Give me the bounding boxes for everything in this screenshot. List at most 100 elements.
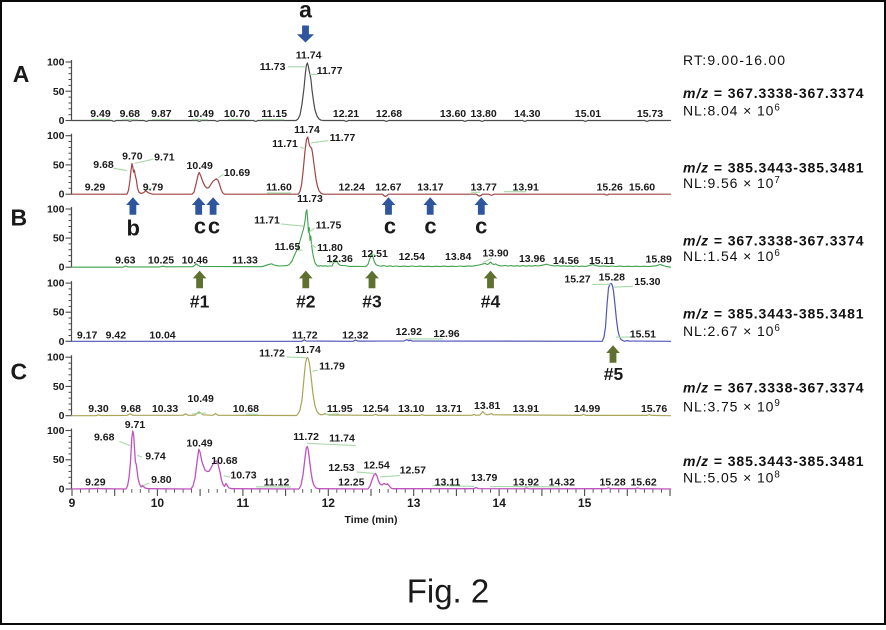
svg-text:9.79: 9.79 bbox=[143, 181, 164, 193]
svg-text:0: 0 bbox=[59, 336, 65, 348]
svg-text:11.77: 11.77 bbox=[330, 132, 356, 144]
svg-text:9.29: 9.29 bbox=[85, 476, 106, 488]
svg-text:100: 100 bbox=[47, 352, 65, 364]
svg-text:12.54: 12.54 bbox=[363, 403, 389, 415]
svg-text:100: 100 bbox=[47, 130, 65, 142]
svg-text:11.74: 11.74 bbox=[296, 50, 322, 62]
svg-text:12.54: 12.54 bbox=[363, 460, 389, 472]
svg-text:9.71: 9.71 bbox=[154, 152, 175, 164]
svg-text:m/z = 367.3338-367.3374: m/z = 367.3338-367.3374 bbox=[683, 85, 864, 101]
svg-text:13.77: 13.77 bbox=[471, 181, 497, 193]
svg-text:12.96: 12.96 bbox=[433, 328, 459, 340]
svg-text:NL:8.04 × 106: NL:8.04 × 106 bbox=[683, 103, 781, 119]
svg-text:50: 50 bbox=[53, 233, 65, 245]
svg-text:13.79: 13.79 bbox=[471, 472, 497, 484]
svg-text:13.11: 13.11 bbox=[435, 476, 461, 488]
svg-text:10.49: 10.49 bbox=[186, 437, 212, 449]
svg-text:15.27: 15.27 bbox=[564, 273, 590, 285]
svg-text:9.68: 9.68 bbox=[120, 108, 141, 120]
svg-text:NL:9.56 × 107: NL:9.56 × 107 bbox=[683, 175, 781, 191]
svg-text:11.72: 11.72 bbox=[293, 431, 319, 443]
svg-text:9.87: 9.87 bbox=[151, 108, 172, 120]
svg-text:100: 100 bbox=[47, 57, 65, 69]
svg-text:11.60: 11.60 bbox=[266, 181, 292, 193]
svg-text:10.68: 10.68 bbox=[233, 403, 259, 415]
svg-text:11.65: 11.65 bbox=[275, 241, 301, 253]
svg-text:11.95: 11.95 bbox=[327, 403, 353, 415]
svg-text:13.10: 13.10 bbox=[398, 403, 424, 415]
svg-text:14.99: 14.99 bbox=[574, 403, 600, 415]
svg-text:9.74: 9.74 bbox=[145, 451, 166, 463]
svg-text:15.76: 15.76 bbox=[641, 403, 667, 415]
svg-text:12.32: 12.32 bbox=[342, 330, 368, 342]
svg-text:9.42: 9.42 bbox=[106, 330, 127, 342]
svg-text:11.80: 11.80 bbox=[317, 242, 343, 254]
svg-text:13.60: 13.60 bbox=[440, 108, 466, 120]
svg-text:14: 14 bbox=[493, 496, 507, 510]
svg-text:m/z = 367.3338-367.3374: m/z = 367.3338-367.3374 bbox=[683, 379, 864, 395]
svg-text:12.53: 12.53 bbox=[328, 462, 354, 474]
svg-text:12.67: 12.67 bbox=[375, 181, 401, 193]
svg-text:Time (min): Time (min) bbox=[345, 514, 398, 526]
svg-text:0: 0 bbox=[59, 410, 65, 422]
svg-text:11.33: 11.33 bbox=[232, 255, 258, 267]
svg-text:#2: #2 bbox=[296, 292, 316, 312]
svg-text:14.30: 14.30 bbox=[514, 108, 540, 120]
svg-text:9.29: 9.29 bbox=[85, 181, 106, 193]
svg-text:9.70: 9.70 bbox=[122, 151, 143, 163]
svg-text:#1: #1 bbox=[190, 292, 210, 312]
svg-text:m/z = 367.3338-367.3374: m/z = 367.3338-367.3374 bbox=[683, 232, 864, 248]
svg-text:11.74: 11.74 bbox=[329, 433, 355, 445]
svg-text:11.72: 11.72 bbox=[292, 330, 318, 342]
svg-text:15.28: 15.28 bbox=[599, 476, 625, 488]
svg-text:NL:5.05 × 108: NL:5.05 × 108 bbox=[683, 470, 781, 486]
svg-text:10.33: 10.33 bbox=[152, 403, 178, 415]
svg-text:15.30: 15.30 bbox=[634, 276, 660, 288]
svg-text:15.62: 15.62 bbox=[630, 476, 656, 488]
svg-text:NL:3.75 × 109: NL:3.75 × 109 bbox=[683, 398, 781, 414]
svg-text:10.69: 10.69 bbox=[224, 167, 250, 179]
svg-text:12.21: 12.21 bbox=[333, 108, 359, 120]
svg-text:15.73: 15.73 bbox=[637, 108, 663, 120]
svg-text:0: 0 bbox=[59, 115, 65, 127]
svg-text:A: A bbox=[13, 61, 30, 87]
svg-text:13.91: 13.91 bbox=[513, 403, 539, 415]
svg-text:12.25: 12.25 bbox=[338, 476, 364, 488]
svg-text:0: 0 bbox=[59, 189, 65, 201]
svg-text:12.68: 12.68 bbox=[376, 108, 402, 120]
svg-text:11.71: 11.71 bbox=[254, 214, 280, 226]
svg-text:9.17: 9.17 bbox=[77, 330, 98, 342]
svg-text:10.70: 10.70 bbox=[224, 108, 250, 120]
svg-text:10.73: 10.73 bbox=[230, 470, 256, 482]
svg-text:50: 50 bbox=[53, 381, 65, 393]
svg-text:13.96: 13.96 bbox=[519, 253, 545, 265]
svg-text:50: 50 bbox=[53, 159, 65, 171]
svg-text:11.12: 11.12 bbox=[264, 476, 290, 488]
svg-text:c: c bbox=[475, 214, 487, 239]
svg-text:13.92: 13.92 bbox=[513, 476, 539, 488]
svg-text:15.51: 15.51 bbox=[630, 328, 656, 340]
svg-text:0: 0 bbox=[59, 484, 65, 496]
svg-text:15: 15 bbox=[578, 496, 592, 510]
svg-text:#5: #5 bbox=[604, 364, 624, 384]
svg-text:NL:1.54 × 106: NL:1.54 × 106 bbox=[683, 248, 781, 264]
svg-text:11.71: 11.71 bbox=[272, 138, 298, 150]
svg-text:15.01: 15.01 bbox=[575, 108, 601, 120]
svg-text:12.57: 12.57 bbox=[400, 465, 426, 477]
svg-text:50: 50 bbox=[53, 307, 65, 319]
svg-text:11.74: 11.74 bbox=[294, 124, 320, 136]
svg-text:11.73: 11.73 bbox=[297, 193, 323, 205]
svg-text:10: 10 bbox=[151, 496, 165, 510]
svg-text:12.36: 12.36 bbox=[327, 253, 353, 265]
svg-text:12.92: 12.92 bbox=[396, 326, 422, 338]
svg-text:NL:2.67 × 106: NL:2.67 × 106 bbox=[683, 323, 781, 339]
svg-text:13: 13 bbox=[407, 496, 421, 510]
svg-text:m/z = 385.3443-385.3481: m/z = 385.3443-385.3481 bbox=[683, 305, 864, 321]
svg-text:50: 50 bbox=[53, 86, 65, 98]
svg-text:9.68: 9.68 bbox=[93, 159, 114, 171]
svg-text:10.49: 10.49 bbox=[188, 393, 214, 405]
svg-text:m/z = 385.3443-385.3481: m/z = 385.3443-385.3481 bbox=[683, 453, 864, 469]
svg-text:#3: #3 bbox=[362, 292, 382, 312]
svg-text:10.25: 10.25 bbox=[148, 255, 174, 267]
svg-text:C: C bbox=[10, 359, 27, 385]
